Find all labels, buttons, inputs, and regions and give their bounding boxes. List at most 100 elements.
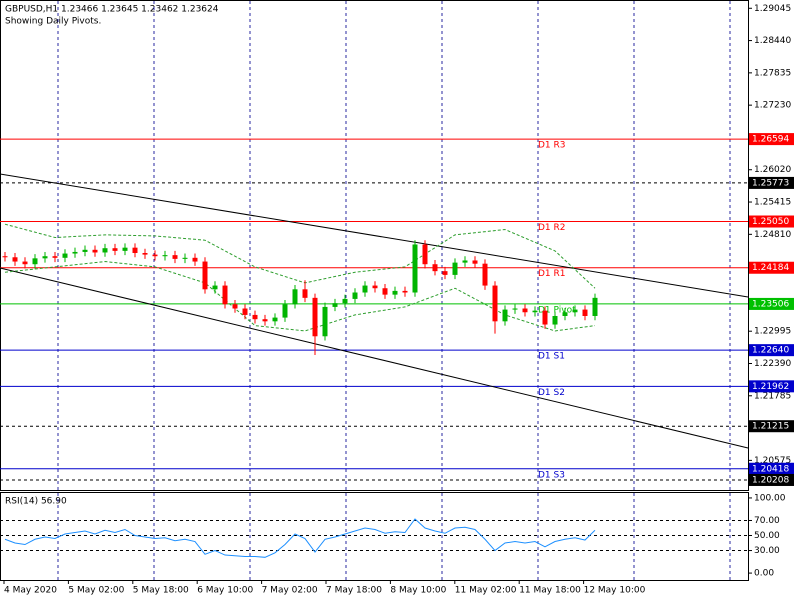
candle-body	[152, 254, 158, 257]
level-label: 1.26594	[752, 135, 789, 145]
candle-body	[122, 247, 128, 251]
level-label-box	[749, 297, 794, 310]
candle-body	[252, 314, 258, 320]
candle-body	[382, 288, 388, 295]
trendline	[0, 267, 749, 449]
candle-body	[242, 308, 248, 315]
candle-body	[492, 285, 498, 322]
candle-body	[582, 309, 588, 316]
rsi-y-tick-label: 50.00	[754, 531, 780, 541]
rsi-y-tick-label: 100.00	[754, 493, 786, 503]
y-tick-label: 1.21785	[754, 391, 791, 401]
level-label: 1.20208	[752, 475, 789, 485]
candle-body	[212, 285, 218, 290]
level-label: 1.20418	[752, 464, 789, 474]
candle-body	[372, 285, 378, 289]
candle-body	[42, 256, 48, 259]
candle-body	[432, 264, 438, 272]
x-tick-label: 12 May 10:00	[584, 586, 646, 596]
candle-body	[462, 260, 468, 263]
y-tick-label: 1.26020	[754, 165, 791, 175]
candle-body	[172, 255, 178, 259]
candle-body	[502, 309, 508, 322]
level-name: D1 S1	[538, 352, 565, 362]
candle-body	[72, 251, 78, 254]
candle-body	[592, 297, 598, 316]
candle-body	[52, 256, 58, 258]
level-label-box	[749, 176, 794, 189]
candle-body	[82, 249, 88, 252]
candle-body	[112, 248, 118, 251]
level-name: D1 R3	[538, 141, 566, 151]
level-label-box	[749, 261, 794, 274]
level-label-box	[749, 462, 794, 475]
rsi-y-tick-label: 30.00	[754, 546, 780, 556]
candle-body	[552, 315, 558, 325]
level-name: D1 Pivot	[538, 305, 576, 315]
candle-body	[272, 317, 278, 322]
envelope-upper	[4, 223, 596, 289]
x-tick-label: 8 May 10:00	[390, 586, 446, 596]
level-name: D1 R2	[538, 223, 566, 233]
candle-body	[412, 244, 418, 293]
level-label-box	[749, 215, 794, 228]
y-tick-label: 1.25415	[754, 198, 791, 208]
candle-body	[32, 258, 38, 265]
candle-body	[92, 249, 98, 253]
candle-body	[472, 260, 478, 264]
rsi-y-tick-label: 70.00	[754, 516, 780, 526]
rsi-title: RSI(14) 56.90	[5, 497, 67, 507]
price-panel	[0, 0, 749, 491]
candle-body	[392, 290, 398, 295]
x-tick-label: 5 May 02:00	[68, 586, 124, 596]
candle-body	[132, 247, 138, 254]
candle-body	[442, 271, 448, 275]
level-label: 1.21215	[752, 422, 789, 432]
candle-body	[292, 289, 298, 305]
x-tick-label: 7 May 02:00	[262, 586, 318, 596]
chart-title: GBPUSD,H1 1.23466 1.23645 1.23462 1.2362…	[5, 5, 219, 15]
rsi-panel	[0, 492, 749, 581]
candle-body	[182, 257, 188, 259]
candle-body	[12, 257, 18, 262]
candle-body	[482, 263, 488, 286]
candle-body	[192, 257, 198, 262]
candle-body	[2, 256, 8, 258]
candle-body	[282, 304, 288, 318]
level-label: 1.25773	[752, 178, 789, 188]
level-label: 1.23506	[752, 299, 789, 309]
candle-body	[422, 244, 428, 265]
x-tick-label: 11 May 02:00	[455, 586, 517, 596]
y-tick-label: 1.27230	[754, 101, 791, 111]
rsi-y-tick-label: 0.00	[754, 569, 774, 579]
rsi-line	[4, 518, 596, 558]
chart-subtitle: Showing Daily Pivots.	[5, 17, 101, 27]
x-tick-label: 5 May 18:00	[133, 586, 189, 596]
y-tick-label: 1.22995	[754, 327, 791, 337]
level-label-box	[749, 420, 794, 433]
candle-body	[352, 292, 358, 299]
candle-body	[342, 298, 348, 304]
candle-body	[322, 306, 328, 337]
level-label: 1.21962	[752, 382, 789, 392]
trendline	[0, 173, 749, 298]
candle-body	[362, 285, 368, 293]
level-label: 1.24184	[752, 263, 789, 273]
level-label-box	[749, 133, 794, 146]
candle-body	[312, 297, 318, 337]
candle-body	[102, 248, 108, 253]
candle-body	[22, 261, 28, 265]
candle-body	[262, 319, 268, 322]
candle-body	[452, 262, 458, 275]
candle-body	[562, 312, 568, 316]
candle-body	[402, 290, 408, 293]
candle-body	[542, 310, 548, 325]
candle-body	[162, 255, 168, 257]
level-label: 1.22640	[752, 346, 789, 356]
level-label-box	[749, 380, 794, 393]
candle-body	[142, 253, 148, 255]
level-name: D1 S3	[538, 470, 565, 480]
level-name: D1 S2	[538, 388, 565, 398]
candle-body	[302, 289, 308, 298]
